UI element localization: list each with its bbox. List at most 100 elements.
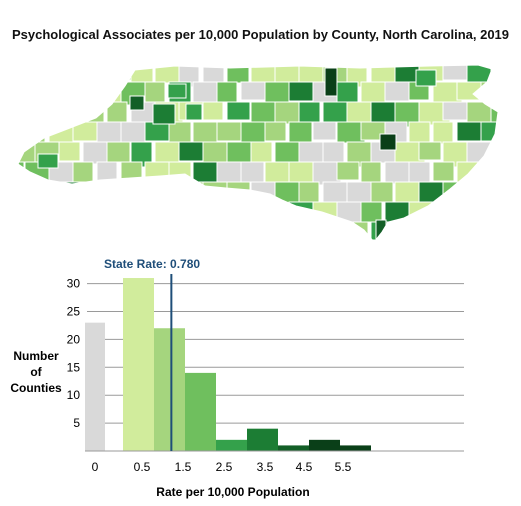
county-cell [72,161,94,184]
county-cell [18,221,43,241]
county-cell [82,221,112,242]
county-cell [120,161,143,183]
county-cell [58,141,81,162]
county-cell [167,83,187,99]
county-cell [202,101,224,121]
x-tick-label: 5.5 [335,460,352,474]
county-cell [384,161,412,185]
county-cell [322,221,346,241]
county-cell [312,241,335,242]
county-cell [58,181,85,203]
county-cell [240,241,272,242]
histogram-bar [123,278,154,451]
county-cell [120,201,143,221]
county-cell [34,221,59,242]
county-cell [18,101,34,123]
histogram-bar [340,445,371,451]
y-axis-label-line: of [30,365,42,379]
county-cell [384,241,416,242]
county-cell [18,81,27,104]
county-cell [456,241,482,242]
county-cell [178,221,209,242]
state-rate-label: State Rate: 0.780 [104,257,200,271]
county-cell [82,101,105,124]
histogram-bar [154,328,185,451]
county-cell [120,241,143,242]
county-cell [490,221,498,242]
county-cell [154,221,184,242]
county-cell [298,65,326,83]
county-cell [360,241,383,242]
county-cell [152,103,176,125]
county-cell [379,133,397,151]
county-cell [192,241,225,242]
county-cell [264,201,287,224]
county-cell [18,201,23,225]
county-cell [324,67,338,97]
county-cell [418,181,444,204]
county-cell [144,201,176,226]
county-cell [216,201,240,225]
county-cell [336,161,360,181]
county-cell [480,201,498,223]
county-cell [408,241,439,242]
county-cell [360,161,382,183]
county-cell [490,181,498,204]
county-cell [24,81,51,104]
y-axis-label: Number of Counties [10,349,62,395]
county-cell [18,65,37,85]
county-cell [264,161,293,183]
county-cell [106,141,131,163]
county-cell [130,221,161,242]
county-cell [394,221,426,242]
county-cell [34,101,57,122]
county-cell [490,101,498,127]
county-cell [480,121,498,142]
county-cell [288,241,311,242]
county-cell [129,95,145,111]
county-cell [144,81,166,103]
y-tick-label: 25 [67,305,81,319]
county-cell [144,241,177,242]
county-cell [240,161,265,185]
county-cell [250,101,277,124]
y-tick-label: 20 [67,332,81,346]
county-cell [18,241,31,242]
county-cell [34,65,58,84]
county-cell [37,153,59,169]
county-cell [226,141,252,165]
county-cell [48,81,72,106]
y-tick-label: 5 [73,416,80,430]
county-cell [226,221,249,242]
county-cell [312,121,337,141]
county-cell [226,101,251,121]
county-cell [48,241,79,242]
county-cell [336,241,358,242]
county-cell [202,65,225,84]
county-cell [466,181,495,203]
y-tick-label: 10 [67,388,81,402]
county-cell [202,221,229,242]
county-cell [432,241,455,242]
county-cell [72,81,97,107]
county-cell [360,201,383,223]
county-cell [456,201,487,223]
county-cell [466,141,495,165]
county-cell [24,201,46,228]
county-cell [456,161,479,183]
county-cell [216,81,238,103]
county-cell [250,141,273,164]
x-tick-label: 0 [92,460,99,474]
county-cell [418,141,442,161]
county-cell [298,221,324,241]
county-cell [168,161,192,181]
histogram-bar [185,372,216,451]
x-tick-label: 1.5 [175,460,192,474]
county-cell [322,141,345,164]
county-cell [408,201,441,228]
x-tick-label: 3.5 [257,460,274,474]
county-cell [288,201,316,226]
county-cell [298,141,327,164]
county-cell [226,181,251,201]
county-cell [168,241,199,242]
